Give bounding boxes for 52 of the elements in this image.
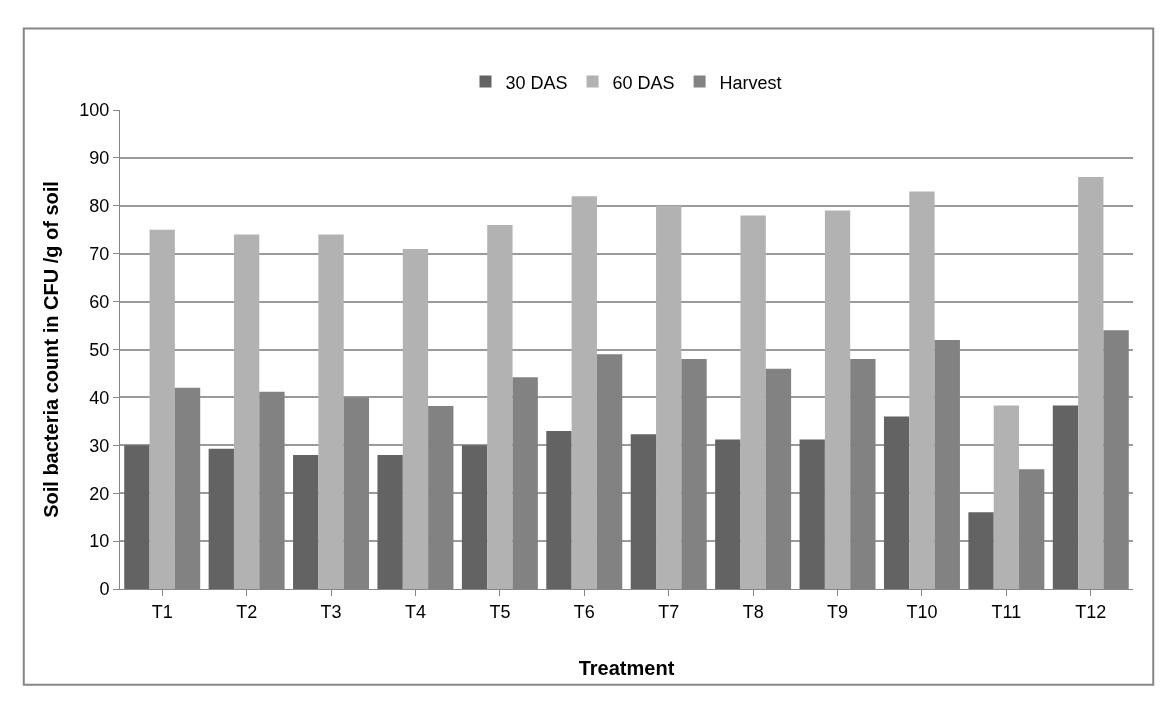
y-tick-label: 60 (89, 291, 110, 312)
bar (461, 445, 488, 589)
x-tick-label: T6 (573, 601, 595, 622)
bar (630, 434, 657, 589)
bar (740, 215, 766, 589)
x-tick-label: T12 (1075, 601, 1107, 622)
bar (824, 210, 851, 589)
x-tick-label: T5 (489, 601, 511, 622)
bar (293, 454, 319, 589)
x-tick-label: T9 (827, 601, 849, 622)
x-tick-label: T8 (742, 601, 764, 622)
bar (1078, 177, 1104, 589)
legend-label: 30 DAS (505, 72, 568, 93)
bar (318, 234, 344, 589)
x-tick-label: T11 (991, 601, 1022, 622)
bar (402, 248, 429, 589)
bar (968, 512, 994, 589)
y-tick-label: 50 (89, 339, 110, 360)
x-axis-title: Treatment (578, 657, 675, 680)
y-tick-label: 80 (89, 196, 110, 217)
legend-label: Harvest (719, 72, 782, 93)
bar (377, 454, 403, 589)
x-tick-label: T10 (906, 601, 938, 622)
bar (149, 229, 175, 589)
x-tick-label: T4 (404, 601, 426, 622)
bar (909, 191, 935, 589)
bar (487, 224, 513, 589)
y-tick-label: 10 (89, 531, 110, 552)
y-tick-label: 20 (89, 483, 110, 504)
bar (1052, 405, 1079, 589)
y-tick-label: 0 (99, 579, 110, 600)
bar (208, 448, 234, 589)
bar (993, 405, 1020, 589)
y-tick-label: 70 (89, 244, 110, 264)
x-tick-label: T2 (236, 601, 258, 622)
bar (883, 416, 910, 589)
x-tick-label: T1 (151, 601, 173, 622)
bar (799, 439, 825, 589)
legend-label: 60 DAS (612, 72, 675, 93)
y-tick-label: 40 (89, 387, 110, 408)
y-tick-label: 30 (89, 435, 110, 456)
bar (656, 205, 682, 589)
bar (715, 439, 741, 589)
y-tick-label: 90 (89, 148, 110, 169)
bar (546, 430, 572, 589)
bar (124, 445, 150, 589)
x-tick-label: T3 (320, 601, 342, 622)
y-tick-label: 100 (79, 100, 110, 121)
bar (233, 234, 260, 589)
x-tick-label: T7 (658, 601, 680, 622)
y-axis-title: Soil bacteria count in CFU /g of soil (39, 181, 62, 518)
bar (571, 196, 597, 589)
